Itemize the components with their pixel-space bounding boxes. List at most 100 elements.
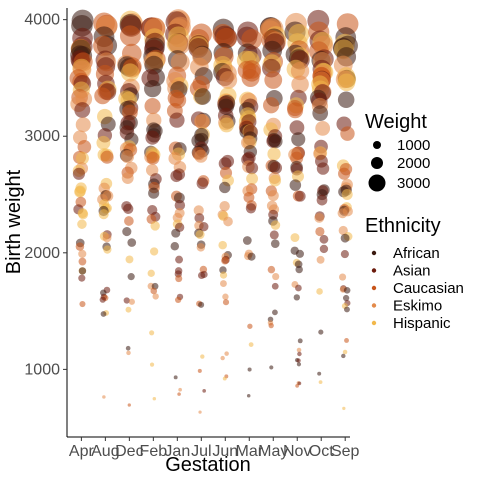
data-point [177,392,181,396]
data-point [144,98,161,115]
x-tick-label: Dec [115,443,143,460]
data-point [341,189,353,201]
data-point [78,267,87,275]
data-point [219,71,238,89]
data-point [294,190,306,202]
y-tick-label: 1000 [24,361,60,378]
data-point [296,347,302,353]
data-point [341,353,346,359]
color-legend-key [371,268,377,273]
data-point [316,255,325,264]
data-point [79,300,86,308]
data-point [102,233,112,243]
data-point [121,172,134,184]
data-point [150,287,158,295]
data-point [100,311,107,317]
color-legend-label: Hispanic [393,315,451,332]
data-point [317,371,322,376]
data-point [220,355,225,361]
data-point [219,280,227,287]
color-legend-label: African [393,245,440,262]
data-point [295,265,303,274]
data-point [338,225,348,236]
data-point [269,161,283,175]
data-point [146,151,160,165]
color-legend-label: Asian [393,263,431,280]
data-point [272,309,278,316]
data-point [197,271,206,280]
y-axis-title: Birth weight [3,169,25,274]
data-point [149,362,155,367]
data-point [149,330,155,336]
data-point [222,293,229,300]
data-point [222,299,230,306]
data-point [150,247,159,256]
data-point [241,69,260,88]
data-point [198,301,205,308]
data-point [342,294,350,302]
data-point [74,102,91,118]
data-point [100,116,116,132]
data-point [290,233,300,243]
data-point [75,242,85,251]
x-tick-label: Apr [69,443,95,460]
data-point [127,273,135,281]
data-point [75,151,89,165]
data-point [318,329,324,335]
data-point [269,174,282,187]
data-point [219,181,231,194]
data-point [318,380,323,385]
color-legend-label: Caucasian [393,280,464,297]
data-point [248,342,254,347]
data-point [268,322,274,329]
x-tick-label: Aug [91,443,119,460]
data-point [247,323,253,329]
data-point [96,135,111,150]
data-point [337,91,355,109]
data-point [119,25,141,47]
data-point [72,167,85,180]
data-point [78,249,87,258]
data-point [271,282,279,290]
x-axis-title: Gestation [165,454,251,476]
x-tick-label: Oct [309,443,334,460]
data-point [174,200,186,211]
data-point [222,376,227,381]
data-point [338,273,347,281]
data-points [69,9,359,414]
data-point [264,71,283,89]
size-legend-label: 2000 [397,155,430,172]
data-point [94,87,112,105]
data-point [267,147,281,161]
data-point [218,240,227,250]
data-point [291,132,306,147]
data-point [340,250,349,259]
x-tick-label: Jan [164,443,190,460]
data-point [242,236,252,245]
data-point [338,167,351,180]
data-point [198,410,202,414]
data-point [344,338,349,343]
data-point [75,117,91,133]
data-point [245,161,259,175]
data-point [99,296,106,303]
x-tick-label: Mar [235,443,263,460]
data-point [291,75,309,94]
data-point [98,209,109,220]
y-ticks: 1000 2000 3000 4000 [24,12,67,378]
data-point [289,120,305,136]
data-point [297,351,302,357]
data-point [175,275,183,283]
data-point [270,220,281,230]
size-legend-key [373,141,381,149]
data-point [195,230,205,240]
color-legend-key [371,285,377,291]
data-point [344,306,350,313]
y-tick-label: 3000 [24,128,60,145]
data-point [150,221,160,231]
data-point [171,228,181,238]
data-point [267,265,276,274]
data-point [297,338,303,344]
